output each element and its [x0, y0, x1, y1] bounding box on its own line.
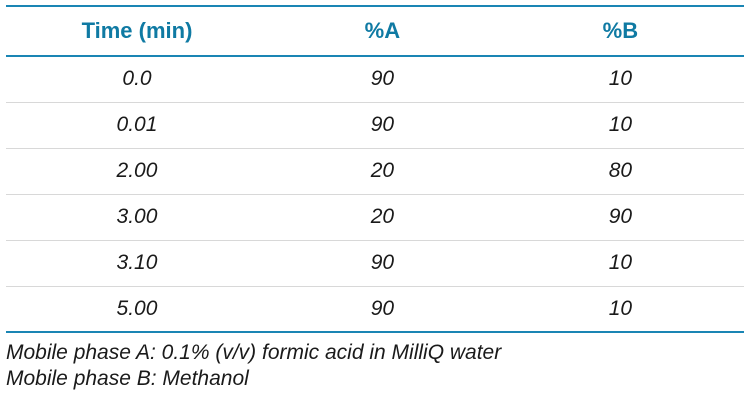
table-row: 0.01 90 10 [6, 101, 744, 148]
cell-time: 3.00 [6, 193, 268, 240]
cell-percent-b: 10 [496, 101, 744, 148]
cell-time: 0.0 [122, 67, 152, 91]
cell-percent-b: 10 [608, 67, 633, 91]
header-cell-time: Time (min) [6, 6, 268, 57]
table-row: 3.00 20 90 [6, 193, 744, 240]
cell-percent-a: 90 [267, 101, 497, 148]
cell-time: 2.00 [6, 147, 268, 194]
table-row: 5.00 90 10 [6, 285, 744, 332]
header-cell-percent-b: %B [496, 6, 744, 57]
table-row: 0.0 90 10 [6, 56, 744, 102]
cell-time: 5.00 [6, 285, 268, 332]
header-row: Time (min) %A %B [6, 6, 744, 57]
gradient-table: Time (min) %A %B 0.0 90 10 0.01 90 10 2.… [6, 5, 744, 333]
footnote-mobile-phase-b: Mobile phase B: Methanol [6, 367, 249, 390]
footnote-mobile-phase-a: Mobile phase A: 0.1% (v/v) formic acid i… [6, 341, 502, 364]
cell-percent-a: 90 [267, 285, 497, 332]
cell-percent-b: 10 [496, 285, 744, 332]
cell-time: 3.10 [6, 239, 268, 286]
cell-percent-a: 20 [267, 147, 497, 194]
cell-percent-a: 20 [267, 193, 497, 240]
cell-percent-b: 10 [496, 239, 744, 286]
cell-percent-b: 90 [496, 193, 744, 240]
table-row: 3.10 90 10 [6, 239, 744, 286]
footnotes: Mobile phase A: 0.1% (v/v) formic acid i… [6, 340, 744, 392]
cell-percent-a: 90 [267, 239, 497, 286]
cell-time: 0.01 [6, 101, 268, 148]
cell-percent-b: 80 [496, 147, 744, 194]
table-row: 2.00 20 80 [6, 147, 744, 194]
cell-percent-a: 90 [370, 67, 395, 91]
header-cell-percent-a: %A [267, 6, 497, 57]
